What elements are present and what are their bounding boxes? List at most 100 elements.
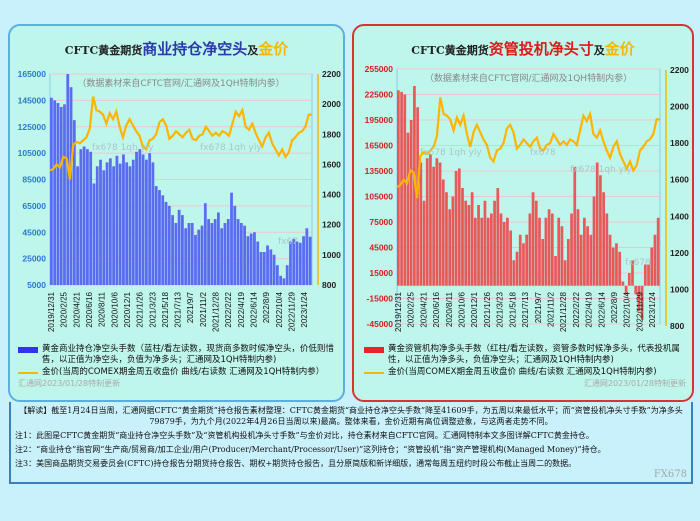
bar	[63, 104, 66, 285]
bar	[438, 162, 442, 286]
y-right-tick-label: 2000	[670, 102, 689, 112]
bar	[618, 251, 622, 286]
bar	[515, 251, 519, 286]
bar	[174, 223, 178, 285]
watermark-text: fx678 1qh yly	[92, 143, 154, 153]
right-footer: 汇通网2023/01/28特制更新	[583, 379, 686, 388]
bar	[637, 285, 641, 312]
bar	[158, 190, 161, 285]
bar	[627, 273, 631, 286]
x-tick-label: 2021/1/26	[136, 291, 145, 327]
bar	[432, 166, 436, 286]
bar	[602, 192, 605, 286]
bar	[409, 120, 413, 286]
bar	[256, 241, 260, 285]
y-left-tick-label: 25000	[22, 254, 46, 264]
source-note: （数据素材来自CFTC官网/汇通网及1QH特制内参）	[425, 72, 632, 84]
bar	[266, 245, 269, 285]
bar	[269, 249, 273, 285]
x-tick-label: 2020/8/11	[445, 291, 454, 327]
y-left-tick-label: 145000	[18, 95, 47, 105]
bar	[197, 229, 201, 285]
y-left-tick-label: 15000	[369, 268, 393, 278]
bar	[647, 264, 650, 286]
bar	[76, 166, 79, 285]
x-tick-label: 2021/1/26	[483, 291, 492, 327]
y-right-tick-label: 1600	[670, 175, 689, 185]
bar	[171, 215, 174, 285]
bar	[246, 236, 250, 285]
bar	[586, 226, 589, 286]
bar	[445, 192, 448, 286]
bar	[59, 106, 63, 285]
bar	[154, 186, 158, 285]
bar	[595, 162, 599, 286]
bar	[220, 228, 224, 285]
bar	[454, 171, 458, 286]
x-tick-label: 2020/12/1	[470, 291, 479, 327]
bar	[403, 94, 407, 286]
y-right-tick-label: 1400	[322, 190, 341, 200]
bar	[79, 149, 83, 285]
bar	[161, 195, 165, 285]
x-tick-label: 2020/4/21	[419, 291, 428, 327]
left-chart-title: CFTC黄金期货商业持仓净空头及金价	[64, 40, 289, 58]
y-left-tick-label: 5000	[27, 280, 46, 290]
x-tick-label: 2022/11/29	[287, 291, 296, 331]
bar	[615, 243, 618, 286]
bar	[243, 225, 247, 285]
y-right-tick-label: 1000	[322, 250, 341, 260]
watermark-text: fx67	[278, 237, 298, 247]
bar	[544, 217, 548, 286]
legend-text: 黄金商业持仓净空头手数（蓝柱/看左读数，现货商多数时候净空头，价低则惜售，以正值…	[42, 344, 334, 365]
legend-text: 黄金资管机构净多头手数（红柱/看左读数，资管多数时候净多头，代表投机属性，以正值…	[388, 344, 680, 365]
y-right-tick-label: 1800	[322, 129, 341, 139]
x-tick-label: 2023/1/24	[300, 291, 309, 327]
x-tick-label: 2021/7/13	[521, 291, 530, 327]
bar	[650, 247, 654, 286]
x-tick-label: 2021/11/2	[199, 291, 208, 327]
blue-bar-swatch	[18, 347, 38, 353]
bar	[282, 278, 286, 285]
bar	[128, 166, 132, 285]
left-legend: 黄金商业持仓净空头手数（蓝柱/看左读数，现货商多数时候净空头，价低则惜售，以正值…	[18, 344, 340, 389]
bar	[226, 219, 230, 285]
x-tick-label: 2021/3/23	[148, 291, 157, 327]
bar	[509, 230, 512, 286]
bar	[486, 217, 490, 286]
x-tick-label: 2020/2/25	[407, 291, 416, 327]
bar	[448, 209, 452, 286]
y-right-tick-label: 800	[670, 321, 684, 331]
x-tick-label: 2022/6/14	[597, 291, 606, 327]
gold-price-line	[396, 97, 660, 199]
bar	[69, 87, 73, 285]
y-left-tick-label: 255000	[365, 64, 394, 74]
bar	[262, 252, 266, 285]
x-tick-label: 2022/2/22	[572, 291, 581, 327]
bar	[217, 212, 220, 285]
y-left-tick-label: 165000	[18, 69, 47, 79]
bar	[656, 217, 660, 286]
y-left-tick-label: 195000	[365, 115, 394, 125]
bar	[643, 264, 647, 286]
watermark-text: fx678 1qh yly	[570, 165, 632, 175]
bar	[102, 170, 106, 285]
bar	[406, 132, 410, 286]
bar	[592, 196, 596, 286]
y-left-tick-label: 75000	[369, 217, 393, 227]
y-left-tick-label: 105000	[18, 148, 47, 158]
bar	[480, 217, 484, 286]
x-tick-label: 2021/3/23	[496, 291, 505, 327]
bar	[308, 236, 312, 285]
x-tick-label: 2020/10/6	[458, 291, 467, 327]
watermark-text: fx678	[625, 258, 651, 268]
y-right-tick-label: 1800	[670, 138, 689, 148]
bar	[92, 183, 96, 285]
x-tick-label: 2020/12/1	[123, 291, 132, 327]
bar	[305, 228, 309, 285]
y-left-tick-label: -45000	[367, 319, 394, 329]
bar	[53, 100, 57, 285]
bar	[181, 215, 184, 285]
gold-price-line	[49, 96, 312, 180]
